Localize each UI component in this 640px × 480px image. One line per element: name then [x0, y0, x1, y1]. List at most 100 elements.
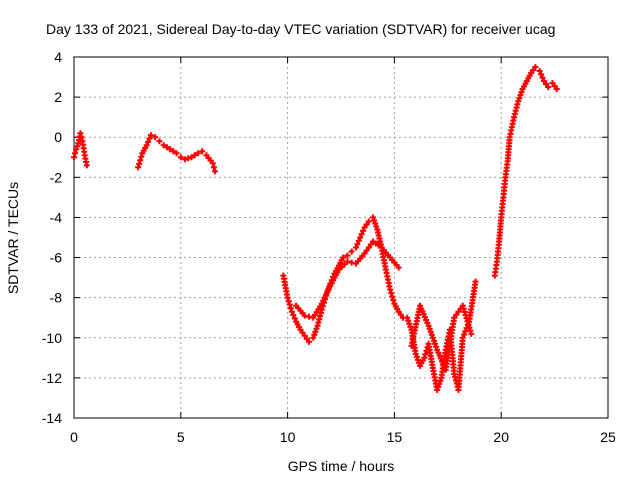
data-point [301, 312, 308, 319]
y-tick-label: -8 [50, 290, 63, 306]
data-point [397, 311, 404, 318]
data-point [143, 142, 150, 149]
data-point [412, 350, 419, 357]
data-point [352, 244, 359, 251]
data-point [83, 162, 90, 169]
data-point [405, 317, 412, 324]
data-point [532, 64, 539, 71]
data-point [361, 250, 368, 257]
data-point [344, 252, 351, 259]
data-point [210, 164, 217, 171]
data-point [370, 214, 377, 221]
data-point [71, 154, 77, 161]
data-point [301, 332, 308, 339]
data-point [431, 340, 438, 347]
data-point [536, 68, 543, 75]
data-point [199, 148, 206, 155]
data-point [455, 308, 462, 315]
data-point [363, 247, 370, 254]
data-point [406, 320, 413, 327]
data-point [360, 227, 367, 234]
data-point [77, 130, 84, 137]
data-point [320, 297, 327, 304]
data-point [436, 380, 443, 387]
y-tick-label: 4 [54, 49, 62, 65]
data-point [348, 259, 355, 266]
data-point [389, 293, 396, 300]
data-point [170, 148, 177, 155]
data-point [388, 290, 395, 297]
data-point [461, 331, 468, 338]
data-point [551, 83, 558, 90]
data-point [459, 334, 466, 341]
data-point [545, 84, 552, 91]
data-point [387, 286, 394, 293]
ticks: 0 5 10 15 20 25 -14 -12 -10 -8 -6 -4 -2 0 2 4 [42, 49, 616, 445]
data-point [538, 71, 545, 78]
data-point [426, 325, 433, 332]
y-tick-label: 2 [54, 89, 62, 105]
plot-frame [73, 56, 609, 419]
data-point [291, 315, 298, 322]
data-point [425, 322, 432, 329]
data-point [284, 294, 291, 301]
data-point [348, 248, 355, 255]
data-point [365, 244, 372, 251]
data-point [152, 134, 159, 141]
data-point [72, 150, 79, 157]
data-point [188, 154, 195, 161]
data-point [428, 331, 435, 338]
data-point [422, 351, 429, 358]
data-point [373, 223, 380, 230]
data-point [390, 297, 397, 304]
data-point [73, 146, 80, 153]
data-point [404, 314, 411, 321]
data-point [318, 300, 325, 307]
data-point [177, 154, 184, 161]
data-point [435, 383, 442, 390]
data-point [321, 294, 328, 301]
data-point [413, 353, 420, 360]
data-point [423, 347, 430, 354]
x-tick-label: 5 [177, 429, 185, 445]
data-point [173, 150, 180, 157]
x-tick-label: 15 [387, 429, 403, 445]
chart-title: Day 133 of 2021, Sidereal Day-to-day VTE… [46, 21, 555, 37]
data-point [367, 241, 374, 248]
data-point [540, 78, 547, 85]
y-tick-label: -4 [50, 209, 63, 225]
data-point [354, 241, 361, 248]
data-point [163, 144, 170, 151]
data-point [539, 74, 546, 81]
data-point [325, 285, 332, 292]
data-points [71, 64, 560, 393]
data-point [553, 86, 560, 93]
data-point [357, 234, 364, 241]
x-tick-label: 10 [280, 429, 296, 445]
y-tick-label: -14 [42, 410, 62, 426]
y-tick-label: 0 [54, 129, 62, 145]
data-point [434, 386, 441, 393]
y-tick-label: -12 [42, 370, 62, 386]
data-point [530, 67, 537, 74]
data-point [395, 264, 402, 271]
data-point [285, 298, 292, 305]
data-point [472, 278, 479, 285]
data-point [311, 331, 318, 338]
data-point [138, 153, 145, 160]
x-tick-label: 0 [70, 429, 78, 445]
data-point [191, 152, 198, 159]
data-point [407, 323, 414, 330]
data-point [344, 258, 351, 265]
data-point [429, 334, 436, 341]
data-point [517, 92, 524, 99]
data-point [468, 330, 475, 337]
data-point [358, 231, 365, 238]
data-point [363, 221, 370, 228]
data-point [305, 338, 312, 345]
data-point [137, 157, 144, 164]
y-tick-label: -6 [50, 250, 63, 266]
x-axis-label: GPS time / hours [288, 458, 395, 474]
